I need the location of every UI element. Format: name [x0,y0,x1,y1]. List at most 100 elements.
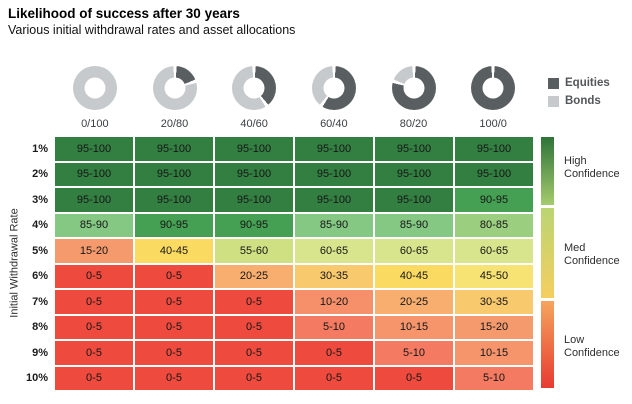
donut-hole [164,77,185,99]
chart-title: Likelihood of success after 30 years [8,6,240,21]
heatmap-cell: 0-5 [135,341,213,365]
allocation-donut-icon [72,66,117,110]
row-label: 2% [32,168,48,181]
heatmap-cell: 0-5 [375,366,453,390]
chart-subtitle: Various initial withdrawal rates and ass… [8,23,296,37]
legend-label: Bonds [565,95,601,107]
heatmap-cell: 40-45 [135,239,213,263]
heatmap-cell: 95-100 [135,137,213,161]
heatmap-cell: 30-35 [455,290,533,314]
donut-hole [84,77,106,99]
heatmap-cell: 5-10 [375,341,453,365]
heatmap-cell: 0-5 [135,366,213,390]
heatmap-cell: 20-25 [215,264,293,288]
heatmap-cell: 0-5 [135,315,213,339]
heatmap-cell: 60-65 [295,239,373,263]
legend-label: Equities [565,77,610,89]
confidence-scale-label: High Confidence [564,155,620,180]
heatmap-cell: 95-100 [215,188,293,212]
equities-swatch-icon [548,77,559,89]
allocation-label: 100/0 [479,118,507,130]
heatmap-cell: 95-100 [135,188,213,212]
legend-item-equities: Equities [548,74,610,92]
donut-hole [403,77,424,99]
row-label: 3% [32,193,48,206]
row-label: 4% [32,219,48,232]
heatmap-cell: 0-5 [215,315,293,339]
heatmap-cell: 95-100 [55,162,133,186]
heatmap-cell: 20-25 [375,290,453,314]
heatmap-cell: 85-90 [375,213,453,237]
heatmap-cell: 0-5 [55,341,133,365]
heatmap-cell: 95-100 [215,162,293,186]
heatmap-cell: 95-100 [455,162,533,186]
heatmap-cell: 95-100 [295,188,373,212]
heatmap-cell: 10-15 [455,341,533,365]
heatmap-cell: 95-100 [55,188,133,212]
confidence-scale-label: Med Confidence [564,242,620,267]
legend-item-bonds: Bonds [548,92,610,110]
heatmap-cell: 60-65 [375,239,453,263]
row-label: 8% [32,321,48,334]
heatmap-cell: 5-10 [455,366,533,390]
allocation-label: 80/20 [399,118,428,130]
heatmap-cell: 0-5 [55,264,133,288]
bonds-swatch-icon [548,95,559,107]
row-label: 10% [25,372,48,385]
allocation-label: 0/100 [81,118,109,130]
heatmap-cell: 0-5 [215,366,293,390]
donut-hole [243,77,265,99]
heatmap-cell: 10-20 [295,290,373,314]
heatmap-cell: 80-85 [455,213,533,237]
row-label: 7% [32,295,48,308]
confidence-scale-label: Low Confidence [564,334,620,359]
allocation-label: 20/80 [160,118,189,130]
heatmap-cell: 85-90 [295,213,373,237]
donut-hole [482,77,504,99]
heatmap-cell: 0-5 [215,341,293,365]
allocation-donut-icon [471,66,516,110]
heatmap-cell: 95-100 [295,162,373,186]
confidence-scale-segment [541,137,554,205]
heatmap-grid: 95-100 95-100 95-100 95-100 95-100 95-100 95-1… [55,137,533,390]
heatmap-cell: 10-15 [375,315,453,339]
allocation-label: 60/40 [320,118,348,130]
allocation-label: 40/60 [240,118,268,130]
row-label: 9% [32,346,48,359]
heatmap-cell: 95-100 [375,162,453,186]
heatmap-cell: 0-5 [55,315,133,339]
row-labels: 1% 2% 3% 4% 5% 6% 7% 8% 9% 10% [0,137,48,390]
heatmap-cell: 15-20 [55,239,133,263]
heatmap-cell: 90-95 [455,188,533,212]
heatmap-cell: 0-5 [215,290,293,314]
heatmap-cell: 90-95 [135,213,213,237]
heatmap-cell: 95-100 [455,137,533,161]
heatmap-cell: 0-5 [295,366,373,390]
heatmap-cell: 40-45 [375,264,453,288]
allocation-legend: Equities Bonds [548,74,610,110]
heatmap-cell: 45-50 [455,264,533,288]
heatmap-cell: 0-5 [295,341,373,365]
heatmap-cell: 95-100 [135,162,213,186]
heatmap-cell: 85-90 [55,213,133,237]
allocation-donut-icon [232,66,277,110]
heatmap-cell: 95-100 [55,137,133,161]
heatmap-cell: 90-95 [215,213,293,237]
heatmap-cell: 0-5 [135,290,213,314]
confidence-scale-segment [541,301,554,388]
heatmap-cell: 0-5 [55,366,133,390]
heatmap-cell: 95-100 [215,137,293,161]
heatmap-cell: 95-100 [375,188,453,212]
allocation-donut-icon [152,66,197,110]
heatmap-cell: 15-20 [455,315,533,339]
heatmap-cell: 0-5 [135,264,213,288]
heatmap-cell: 95-100 [295,137,373,161]
heatmap-cell: 55-60 [215,239,293,263]
row-label: 1% [32,142,48,155]
confidence-scale-segment [541,208,554,298]
allocation-donut-icon [391,66,436,110]
heatmap-cell: 0-5 [55,290,133,314]
row-label: 6% [32,270,48,283]
heatmap-cell: 95-100 [375,137,453,161]
